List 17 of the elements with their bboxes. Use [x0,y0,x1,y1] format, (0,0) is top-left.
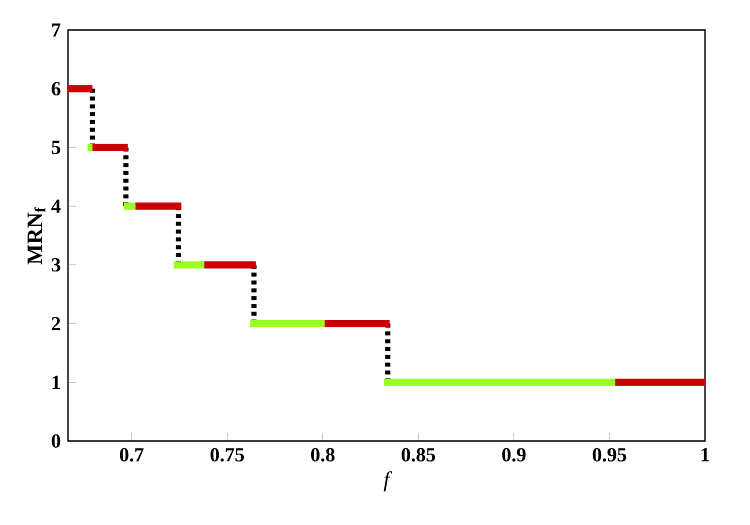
x-tick-label: 0.8 [311,448,335,462]
x-tick-label: 0.7 [120,448,144,462]
y-tick-label: 4 [51,200,61,213]
y-axis-title: MRN$_{f}$ [28,207,46,264]
y-tick-label: 0 [52,434,60,448]
y-tick-label: 6 [52,82,60,96]
x-tick-label: 0.85 [402,448,436,462]
y-tick-label: 1 [52,376,60,389]
x-axis-title: f [384,471,392,492]
y-tick-label: 7 [52,23,60,37]
x-tick-label: 0.95 [592,448,626,462]
y-tick-label: 2 [52,316,60,330]
y-tick-label: 5 [52,140,60,154]
x-tick-label: 1 [702,448,709,462]
x-tick-label: 0.9 [502,448,526,462]
y-tick-label: 3 [52,258,60,272]
x-tick-label: 0.75 [210,448,244,462]
